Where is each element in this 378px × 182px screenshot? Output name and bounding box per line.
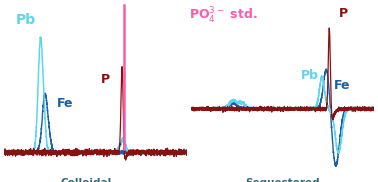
Text: Fe: Fe (57, 97, 73, 110)
Text: Pb: Pb (16, 13, 36, 27)
Text: P: P (338, 7, 348, 20)
Text: Pb: Pb (301, 69, 319, 82)
Text: P: P (101, 73, 110, 86)
Text: PO$_4^{3-}$ std.: PO$_4^{3-}$ std. (189, 5, 258, 25)
Text: Fe: Fe (334, 79, 350, 92)
Text: Sequestered
Pb and Fe: Sequestered Pb and Fe (245, 178, 320, 182)
Text: Colloidal
Pb and Fe: Colloidal Pb and Fe (57, 178, 115, 182)
